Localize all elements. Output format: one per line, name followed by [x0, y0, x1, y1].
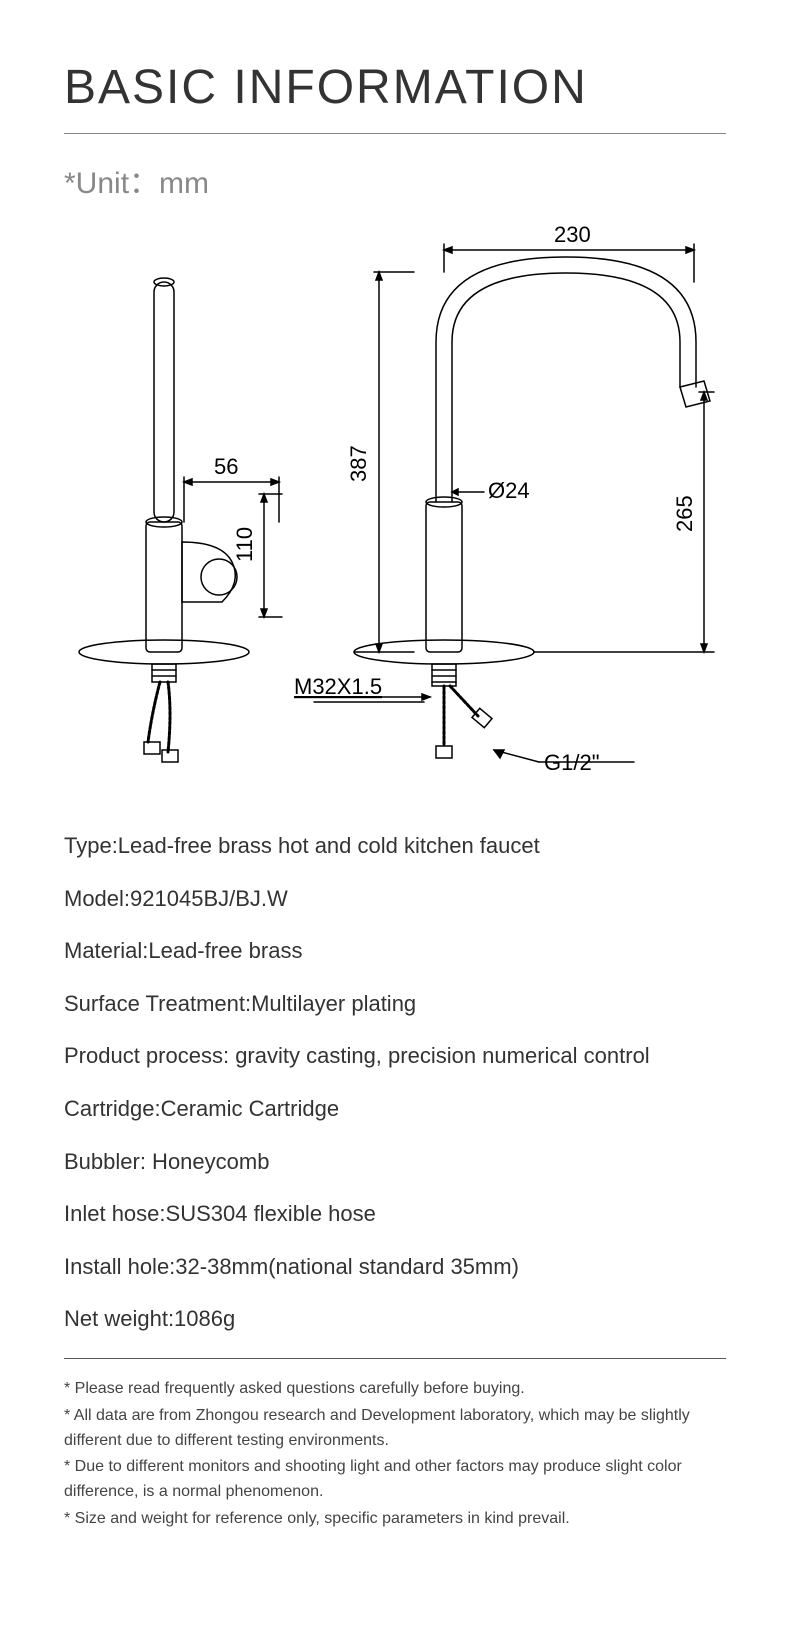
technical-diagram: 56 110 230 387 265 Ø24 M32X1.5 G1/2" — [64, 222, 726, 802]
spec-item: Cartridge:Ceramic Cartridge — [64, 1095, 726, 1124]
spec-list: Type:Lead-free brass hot and cold kitche… — [64, 832, 726, 1334]
dim-connector: G1/2" — [544, 750, 600, 775]
spec-item: Type:Lead-free brass hot and cold kitche… — [64, 832, 726, 861]
spec-item: Model:921045BJ/BJ.W — [64, 885, 726, 914]
footnote-item: * Please read frequently asked questions… — [64, 1377, 726, 1402]
spec-item: Material:Lead-free brass — [64, 937, 726, 966]
spec-item: Bubbler: Honeycomb — [64, 1148, 726, 1177]
dim-thread: M32X1.5 — [294, 674, 382, 699]
spec-item: Product process: gravity casting, precis… — [64, 1042, 726, 1071]
dim-diameter: Ø24 — [488, 478, 530, 503]
dim-265: 265 — [672, 495, 697, 532]
spec-item: Inlet hose:SUS304 flexible hose — [64, 1200, 726, 1229]
dim-110: 110 — [232, 527, 257, 562]
footnote-item: * All data are from Zhongou research and… — [64, 1404, 726, 1454]
dim-56: 56 — [214, 454, 238, 479]
footnote-item: * Size and weight for reference only, sp… — [64, 1507, 726, 1532]
footnotes: * Please read frequently asked questions… — [64, 1377, 726, 1532]
dim-387: 387 — [346, 445, 371, 482]
spec-item: Surface Treatment:Multilayer plating — [64, 990, 726, 1019]
unit-label: *Unit：mm — [64, 158, 726, 202]
page-title: BASIC INFORMATION — [64, 60, 726, 115]
dim-230: 230 — [554, 222, 591, 247]
divider-bottom — [64, 1358, 726, 1359]
spec-item: Install hole:32-38mm(national standard 3… — [64, 1253, 726, 1282]
footnote-item: * Due to different monitors and shooting… — [64, 1455, 726, 1505]
spec-item: Net weight:1086g — [64, 1305, 726, 1334]
divider-top — [64, 133, 726, 134]
